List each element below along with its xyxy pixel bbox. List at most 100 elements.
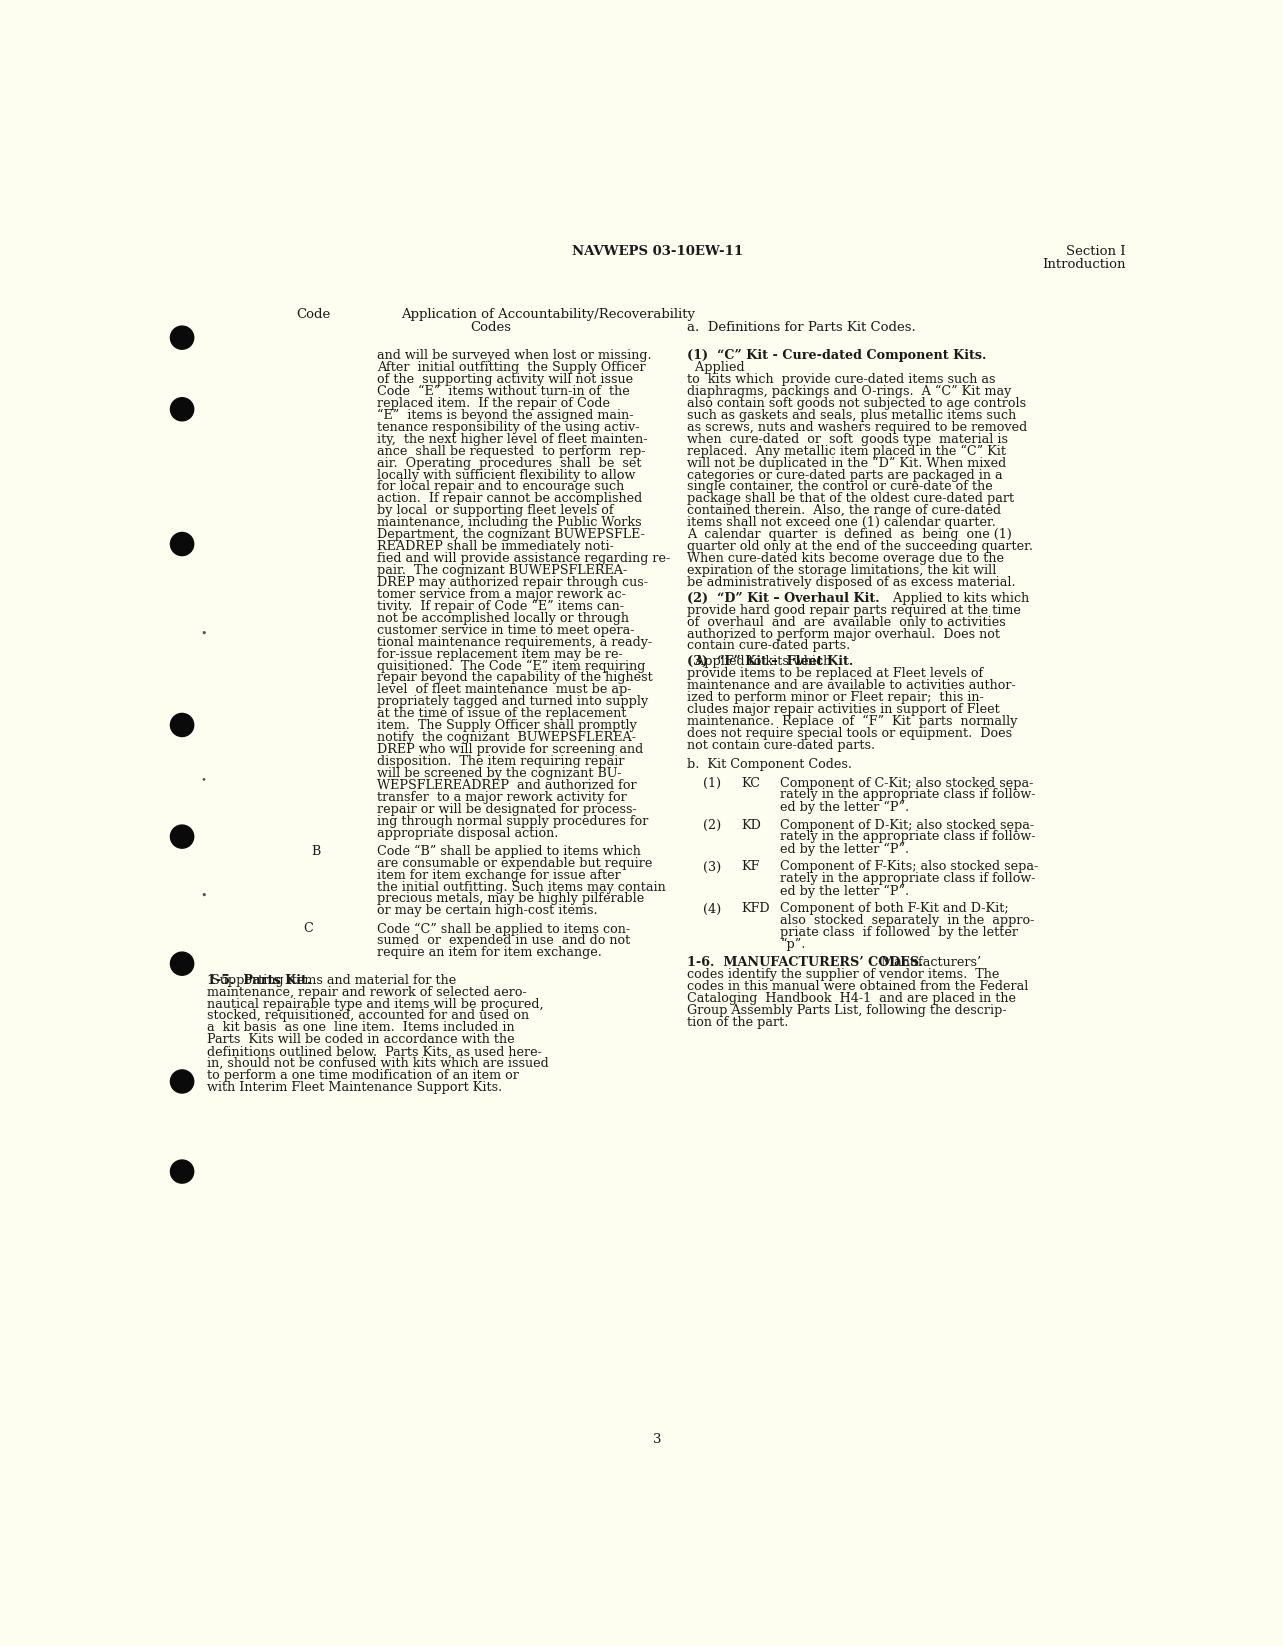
Text: ance  shall be requested  to perform  rep-: ance shall be requested to perform rep-	[377, 444, 645, 458]
Text: Code: Code	[296, 308, 330, 321]
Text: repair or will be designated for process-: repair or will be designated for process…	[377, 803, 638, 816]
Text: Department, the cognizant BUWEPSFLE-: Department, the cognizant BUWEPSFLE-	[377, 528, 645, 542]
Text: DREP who will provide for screening and: DREP who will provide for screening and	[377, 742, 644, 756]
Text: Component of both F-Kit and D-Kit;: Component of both F-Kit and D-Kit;	[780, 902, 1008, 915]
Text: After  initial outfitting  the Supply Officer: After initial outfitting the Supply Offi…	[377, 360, 647, 374]
Text: (4): (4)	[703, 902, 721, 915]
Text: KFD: KFD	[742, 902, 770, 915]
Text: Section I: Section I	[1066, 245, 1125, 258]
Text: at the time of issue of the replacement: at the time of issue of the replacement	[377, 708, 627, 721]
Text: precious metals, may be highly pilferable: precious metals, may be highly pilferabl…	[377, 892, 644, 905]
Text: Introduction: Introduction	[1042, 257, 1125, 270]
Text: not be accomplished locally or through: not be accomplished locally or through	[377, 612, 630, 625]
Text: a  kit basis  as one  line item.  Items included in: a kit basis as one line item. Items incl…	[207, 1022, 514, 1034]
Text: C: C	[304, 922, 313, 935]
Text: “E”  items is beyond the assigned main-: “E” items is beyond the assigned main-	[377, 408, 634, 421]
Text: quisitioned.  The Code “E” item requiring: quisitioned. The Code “E” item requiring	[377, 660, 645, 673]
Text: Applied to kits which: Applied to kits which	[889, 593, 1029, 604]
Text: 3: 3	[653, 1434, 662, 1447]
Text: not contain cure-dated parts.: not contain cure-dated parts.	[688, 739, 875, 752]
Text: Code  “E”  items without turn-in of  the: Code “E” items without turn-in of the	[377, 385, 630, 398]
Text: codes identify the supplier of vendor items.  The: codes identify the supplier of vendor it…	[688, 968, 999, 981]
Circle shape	[171, 713, 194, 736]
Text: replaced.  Any metallic item placed in the “C” Kit: replaced. Any metallic item placed in th…	[688, 444, 1006, 458]
Text: notify  the cognizant  BUWEPSFLEREA-: notify the cognizant BUWEPSFLEREA-	[377, 731, 636, 744]
Text: quarter old only at the end of the succeeding quarter.: quarter old only at the end of the succe…	[688, 540, 1033, 553]
Text: (3): (3)	[703, 861, 721, 874]
Text: transfer  to a major rework activity for: transfer to a major rework activity for	[377, 790, 627, 803]
Text: require an item for item exchange.: require an item for item exchange.	[377, 946, 602, 960]
Circle shape	[171, 532, 194, 556]
Text: pair.  The cognizant BUWEPSFLEREA-: pair. The cognizant BUWEPSFLEREA-	[377, 565, 627, 578]
Text: maintenance, including the Public Works: maintenance, including the Public Works	[377, 517, 642, 530]
Circle shape	[171, 398, 194, 421]
Text: sumed  or  expended in use  and do not: sumed or expended in use and do not	[377, 935, 631, 948]
Text: when  cure-dated  or  soft  goods type  material is: when cure-dated or soft goods type mater…	[688, 433, 1008, 446]
Text: (2): (2)	[703, 818, 721, 831]
Text: Group Assembly Parts List, following the descrip-: Group Assembly Parts List, following the…	[688, 1004, 1007, 1017]
Text: provide hard good repair parts required at the time: provide hard good repair parts required …	[688, 604, 1021, 617]
Text: by local  or supporting fleet levels of: by local or supporting fleet levels of	[377, 504, 615, 517]
Text: tivity.  If repair of Code “E” items can-: tivity. If repair of Code “E” items can-	[377, 599, 625, 612]
Text: Cataloging  Handbook  H4-1  and are placed in the: Cataloging Handbook H4-1 and are placed …	[688, 993, 1016, 1006]
Text: Code “C” shall be applied to items con-: Code “C” shall be applied to items con-	[377, 922, 630, 935]
Text: rately in the appropriate class if follow-: rately in the appropriate class if follo…	[780, 872, 1035, 886]
Text: a.  Definitions for Parts Kit Codes.: a. Definitions for Parts Kit Codes.	[688, 321, 916, 334]
Text: (1)  “C” Kit - Cure-dated Component Kits.: (1) “C” Kit - Cure-dated Component Kits.	[688, 349, 987, 362]
Text: maintenance, repair and rework of selected aero-: maintenance, repair and rework of select…	[207, 986, 526, 999]
Text: ized to perform minor or Fleet repair;  this in-: ized to perform minor or Fleet repair; t…	[688, 691, 984, 704]
Text: 1-6.  MANUFACTURERS’ CODES.: 1-6. MANUFACTURERS’ CODES.	[688, 956, 924, 969]
Text: maintenance.  Replace  of  “F”  Kit  parts  normally: maintenance. Replace of “F” Kit parts no…	[688, 714, 1017, 728]
Text: to perform a one time modification of an item or: to perform a one time modification of an…	[207, 1070, 518, 1081]
Text: or may be certain high-cost items.: or may be certain high-cost items.	[377, 904, 598, 917]
Text: rately in the appropriate class if follow-: rately in the appropriate class if follo…	[780, 788, 1035, 802]
Text: •: •	[200, 629, 207, 639]
Text: tomer service from a major rework ac-: tomer service from a major rework ac-	[377, 588, 626, 601]
Text: maintenance and are available to activities author-: maintenance and are available to activit…	[688, 680, 1016, 693]
Text: disposition.  The item requiring repair: disposition. The item requiring repair	[377, 756, 625, 769]
Text: to  kits which  provide cure-dated items such as: to kits which provide cure-dated items s…	[688, 374, 996, 387]
Text: also  stocked  separately  in the  appro-: also stocked separately in the appro-	[780, 915, 1035, 927]
Text: priate class  if followed  by the letter: priate class if followed by the letter	[780, 927, 1019, 940]
Text: Component of D-Kit; also stocked sepa-: Component of D-Kit; also stocked sepa-	[780, 818, 1034, 831]
Text: •: •	[200, 890, 207, 900]
Text: in, should not be confused with kits which are issued: in, should not be confused with kits whi…	[207, 1057, 549, 1070]
Text: (2)  “D” Kit – Overhaul Kit.: (2) “D” Kit – Overhaul Kit.	[688, 593, 880, 604]
Text: (3)  “F” Kit –  Fleet Kit.: (3) “F” Kit – Fleet Kit.	[688, 655, 853, 668]
Text: nautical repairable type and items will be procured,: nautical repairable type and items will …	[207, 997, 544, 1011]
Text: for local repair and to encourage such: for local repair and to encourage such	[377, 481, 625, 494]
Text: DREP may authorized repair through cus-: DREP may authorized repair through cus-	[377, 576, 648, 589]
Circle shape	[171, 1070, 194, 1093]
Text: ed by the letter “P”.: ed by the letter “P”.	[780, 843, 910, 856]
Text: rately in the appropriate class if follow-: rately in the appropriate class if follo…	[780, 831, 1035, 843]
Text: Applied to kits which: Applied to kits which	[688, 655, 831, 668]
Text: definitions outlined below.  Parts Kits, as used here-: definitions outlined below. Parts Kits, …	[207, 1045, 541, 1058]
Text: Application of Accountability/Recoverability: Application of Accountability/Recoverabi…	[400, 308, 694, 321]
Text: When cure-dated kits become overage due to the: When cure-dated kits become overage due …	[688, 551, 1005, 565]
Text: air.  Operating  procedures  shall  be  set: air. Operating procedures shall be set	[377, 456, 642, 469]
Text: of  overhaul  and  are  available  only to activities: of overhaul and are available only to ac…	[688, 616, 1006, 629]
Text: level  of fleet maintenance  must be ap-: level of fleet maintenance must be ap-	[377, 683, 631, 696]
Text: b.  Kit Component Codes.: b. Kit Component Codes.	[688, 759, 852, 772]
Text: Supporting items and material for the: Supporting items and material for the	[207, 974, 457, 986]
Text: Code “B” shall be applied to items which: Code “B” shall be applied to items which	[377, 844, 642, 858]
Text: ed by the letter “P”.: ed by the letter “P”.	[780, 884, 910, 897]
Text: and will be surveyed when lost or missing.: and will be surveyed when lost or missin…	[377, 349, 652, 362]
Text: (1): (1)	[703, 777, 721, 790]
Circle shape	[171, 951, 194, 974]
Text: Parts  Kits will be coded in accordance with the: Parts Kits will be coded in accordance w…	[207, 1034, 514, 1047]
Text: NAVWEPS 03-10EW-11: NAVWEPS 03-10EW-11	[572, 245, 743, 258]
Text: are consumable or expendable but require: are consumable or expendable but require	[377, 856, 653, 869]
Text: •: •	[200, 775, 207, 783]
Text: codes in this manual were obtained from the Federal: codes in this manual were obtained from …	[688, 981, 1029, 993]
Text: repair beyond the capability of the highest: repair beyond the capability of the high…	[377, 672, 653, 685]
Text: ing through normal supply procedures for: ing through normal supply procedures for	[377, 815, 649, 828]
Text: contained therein.  Also, the range of cure-dated: contained therein. Also, the range of cu…	[688, 504, 1002, 517]
Text: Component of C-Kit; also stocked sepa-: Component of C-Kit; also stocked sepa-	[780, 777, 1034, 790]
Text: expiration of the storage limitations, the kit will: expiration of the storage limitations, t…	[688, 565, 997, 578]
Text: stocked, requisitioned, accounted for and used on: stocked, requisitioned, accounted for an…	[207, 1009, 529, 1022]
Text: tional maintenance requirements, a ready-: tional maintenance requirements, a ready…	[377, 635, 653, 649]
Text: will be screened by the cognizant BU-: will be screened by the cognizant BU-	[377, 767, 622, 780]
Text: item.  The Supply Officer shall promptly: item. The Supply Officer shall promptly	[377, 719, 638, 732]
Text: B: B	[312, 844, 321, 858]
